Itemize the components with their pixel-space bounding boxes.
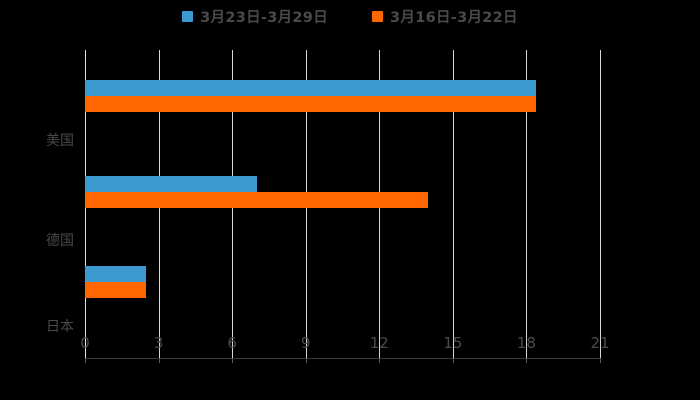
y-tick-label-2: 日本: [46, 319, 74, 335]
legend-item-0[interactable]: 3月23日-3月29日: [182, 6, 328, 27]
x-tick-12: [379, 358, 381, 363]
x-tick-18: [526, 358, 528, 363]
x-tick-label-6: 18: [516, 334, 536, 352]
plot-area: [85, 50, 601, 358]
legend-item-1[interactable]: 3月16日-3月22日: [372, 6, 518, 27]
x-tick-label-1: 3: [153, 334, 164, 352]
bar-usa-series-1[interactable]: [85, 96, 537, 112]
x-tick-21: [600, 358, 601, 363]
legend-swatch-orange-icon: [372, 11, 383, 22]
y-tick-label-0: 美国: [46, 133, 74, 149]
bar-usa-series-0[interactable]: [85, 80, 537, 96]
bar-germany-series-0[interactable]: [85, 176, 257, 192]
x-tick-label-5: 15: [443, 334, 463, 352]
legend-label-0: 3月23日-3月29日: [200, 10, 328, 26]
x-tick-label-4: 12: [369, 334, 389, 352]
x-tick-label-0: 0: [80, 334, 90, 352]
bar-japan-series-1[interactable]: [85, 282, 147, 298]
x-tick-9: [305, 358, 307, 363]
gridline-21: [600, 50, 601, 358]
bar-group-germany: [85, 176, 600, 208]
gridline-15: [452, 50, 454, 358]
bar-group-japan: [85, 266, 600, 298]
legend-label-1: 3月16日-3月22日: [390, 10, 518, 26]
x-tick-label-2: 6: [227, 334, 237, 352]
legend-swatch-blue-icon: [182, 11, 194, 22]
x-tick-3: [158, 358, 160, 363]
y-tick-label-1: 德国: [46, 233, 74, 249]
gridline-18: [526, 50, 528, 358]
x-axis-line: [85, 358, 601, 359]
x-tick-6: [232, 358, 234, 363]
x-tick-0: [85, 358, 86, 363]
bar-japan-series-0[interactable]: [85, 266, 147, 282]
y-axis-labels: 美国 德国 日本: [0, 50, 74, 358]
bar-germany-series-1[interactable]: [85, 192, 429, 208]
x-tick-15: [452, 358, 454, 363]
bar-group-usa: [85, 80, 600, 112]
chart-legend: 3月23日-3月29日 3月16日-3月22日: [0, 6, 700, 27]
x-tick-label-7: 21: [590, 334, 610, 352]
x-tick-label-3: 9: [300, 334, 311, 352]
